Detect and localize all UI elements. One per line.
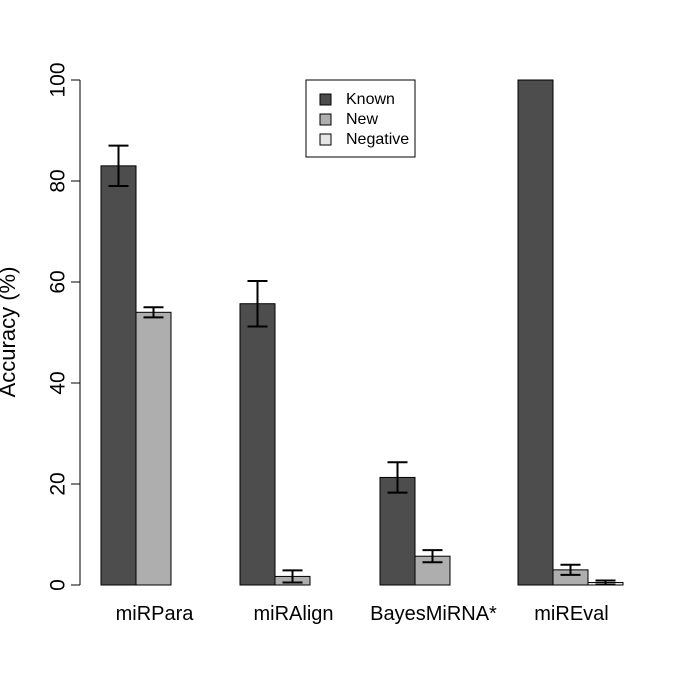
bar-known: [239, 303, 276, 586]
y-tick-label: 100: [46, 62, 69, 97]
bar-new: [135, 311, 172, 586]
legend-label-negative: Negative: [346, 131, 409, 148]
y-tick-label: 20: [46, 472, 69, 495]
y-tick-label: 60: [46, 270, 69, 293]
error-bar-known: [108, 144, 129, 188]
error-bar-new: [282, 569, 303, 584]
y-tick-label: 0: [46, 579, 69, 591]
legend-label-new: New: [346, 111, 378, 128]
y-axis: 0 20 40 60 80 100: [46, 62, 81, 591]
category-label: miREval: [534, 603, 608, 625]
category-labels: miRPara miRAlign BayesMiRNA* miREval: [116, 603, 609, 625]
y-tick-label: 80: [46, 169, 69, 192]
category-label: BayesMiRNA*: [370, 603, 497, 625]
bar-known: [379, 476, 416, 586]
y-axis-label: Accuracy (%): [0, 267, 20, 398]
legend-swatch-negative: [319, 133, 332, 146]
error-bar-new: [143, 306, 164, 319]
error-bar-new: [560, 563, 581, 576]
error-bar-new: [422, 549, 443, 564]
category-label: miRPara: [116, 603, 195, 625]
bar-known: [100, 165, 137, 586]
category-label: miRAlign: [253, 603, 333, 625]
legend: Known New Negative: [305, 79, 416, 158]
bar-known: [517, 79, 554, 586]
bars: [100, 79, 624, 586]
error-bar-known: [387, 461, 408, 494]
error-bar-negative: [595, 579, 616, 586]
error-bar-known: [247, 279, 268, 328]
y-tick-label: 40: [46, 371, 69, 394]
legend-swatch-new: [319, 113, 332, 126]
legend-label-known: Known: [346, 91, 395, 108]
legend-swatch-known: [319, 93, 332, 106]
